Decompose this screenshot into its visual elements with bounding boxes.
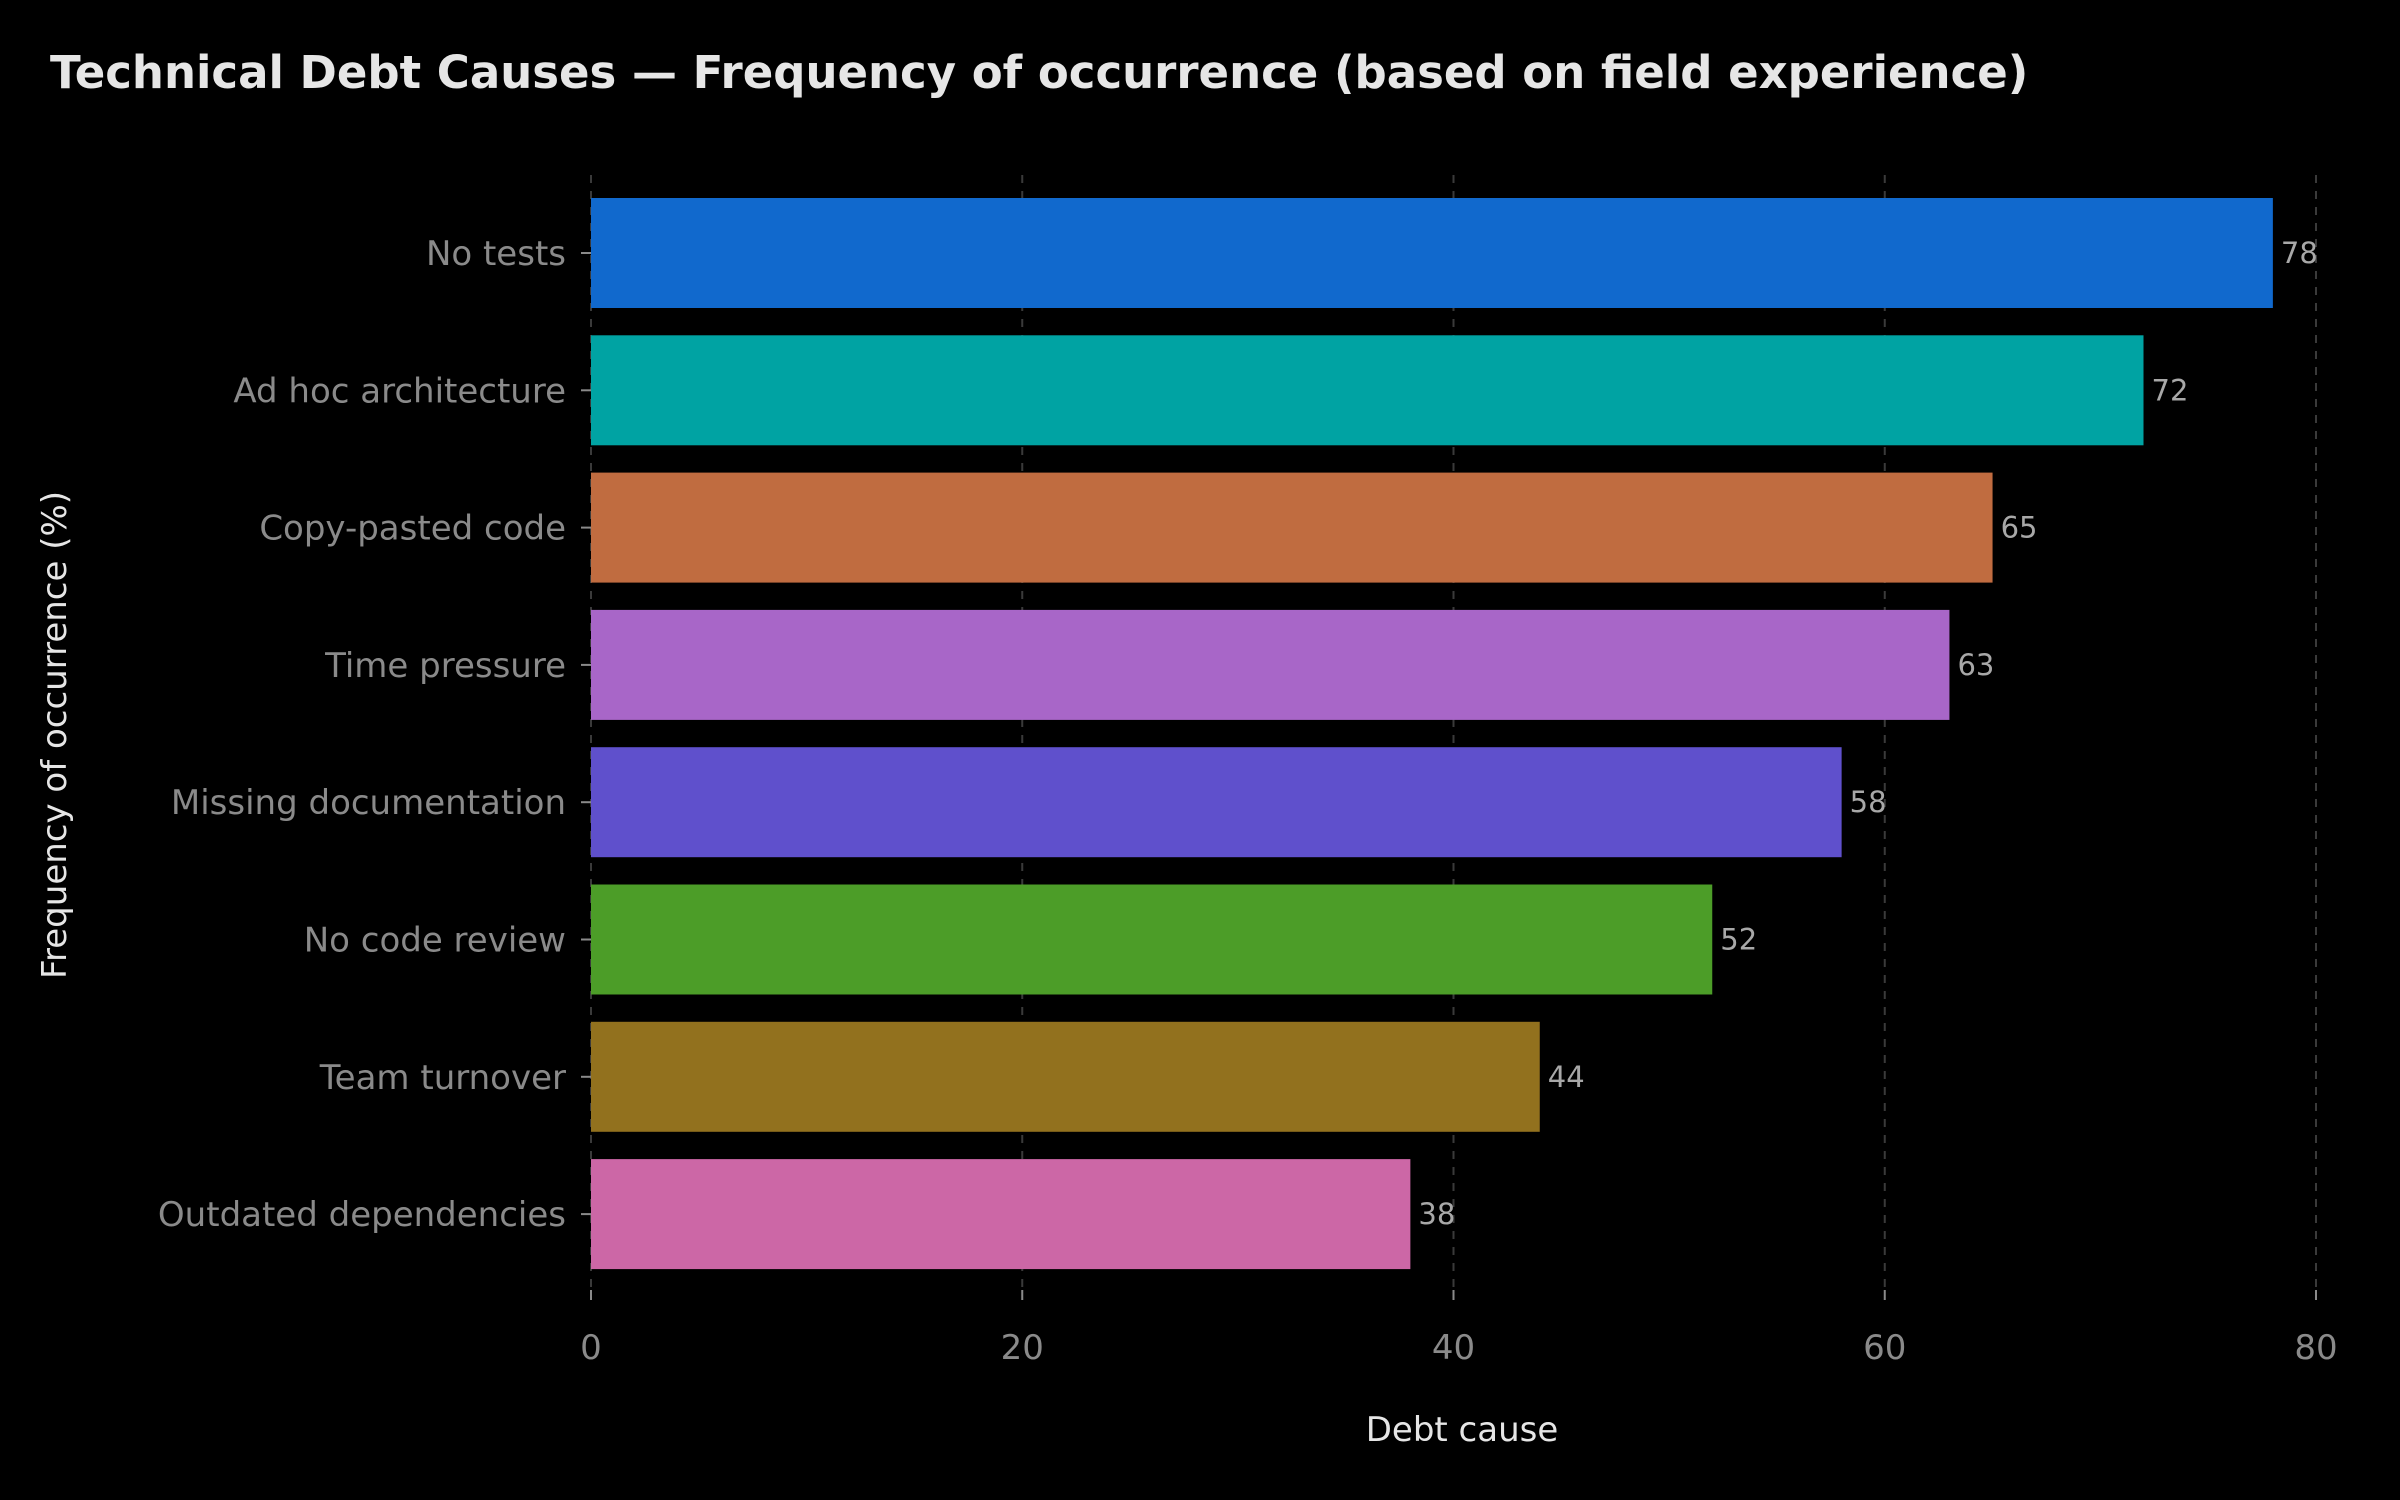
data-label: 38 bbox=[1418, 1197, 1455, 1231]
bar bbox=[591, 609, 1950, 720]
x-tick-label: 20 bbox=[1001, 1328, 1044, 1368]
x-axis-title: Debt cause bbox=[1366, 1410, 1559, 1450]
category-label: Copy-pasted code bbox=[259, 509, 566, 549]
category-label: Ad hoc architecture bbox=[233, 371, 566, 411]
bar bbox=[591, 472, 1993, 583]
x-tick-layer: 0 20 40 60 80 bbox=[580, 252, 2338, 1368]
chart-title: Technical Debt Causes — Frequency of occ… bbox=[50, 46, 2029, 99]
bar bbox=[591, 1021, 1540, 1132]
data-label: 58 bbox=[1850, 785, 1887, 819]
category-label: No tests bbox=[426, 234, 566, 274]
data-label: 72 bbox=[2152, 373, 2189, 407]
x-tick-label: 0 bbox=[580, 1328, 602, 1368]
category-label: Outdated dependencies bbox=[158, 1195, 566, 1235]
bar-layer bbox=[591, 198, 2273, 1270]
bar bbox=[591, 747, 1842, 858]
category-label: Time pressure bbox=[324, 646, 566, 686]
category-label: Missing documentation bbox=[171, 783, 566, 823]
bar bbox=[591, 198, 2273, 308]
bar bbox=[591, 1159, 1411, 1270]
label-layer: No tests 78 Ad hoc architecture 72 Copy-past… bbox=[158, 234, 2318, 1235]
category-label: Team turnover bbox=[319, 1058, 566, 1098]
bar bbox=[591, 884, 1713, 995]
data-label: 44 bbox=[1548, 1060, 1585, 1094]
data-label: 52 bbox=[1720, 923, 1757, 957]
x-tick-label: 80 bbox=[2294, 1328, 2337, 1368]
bar bbox=[591, 335, 2144, 446]
x-tick-label: 60 bbox=[1863, 1328, 1906, 1368]
data-label: 78 bbox=[2281, 236, 2318, 270]
y-axis-title: Frequency of occurrence (%) bbox=[35, 491, 75, 979]
data-label: 63 bbox=[1957, 648, 1994, 682]
x-tick-label: 40 bbox=[1432, 1328, 1475, 1368]
category-label: No code review bbox=[304, 921, 566, 961]
data-label: 65 bbox=[2001, 511, 2038, 545]
